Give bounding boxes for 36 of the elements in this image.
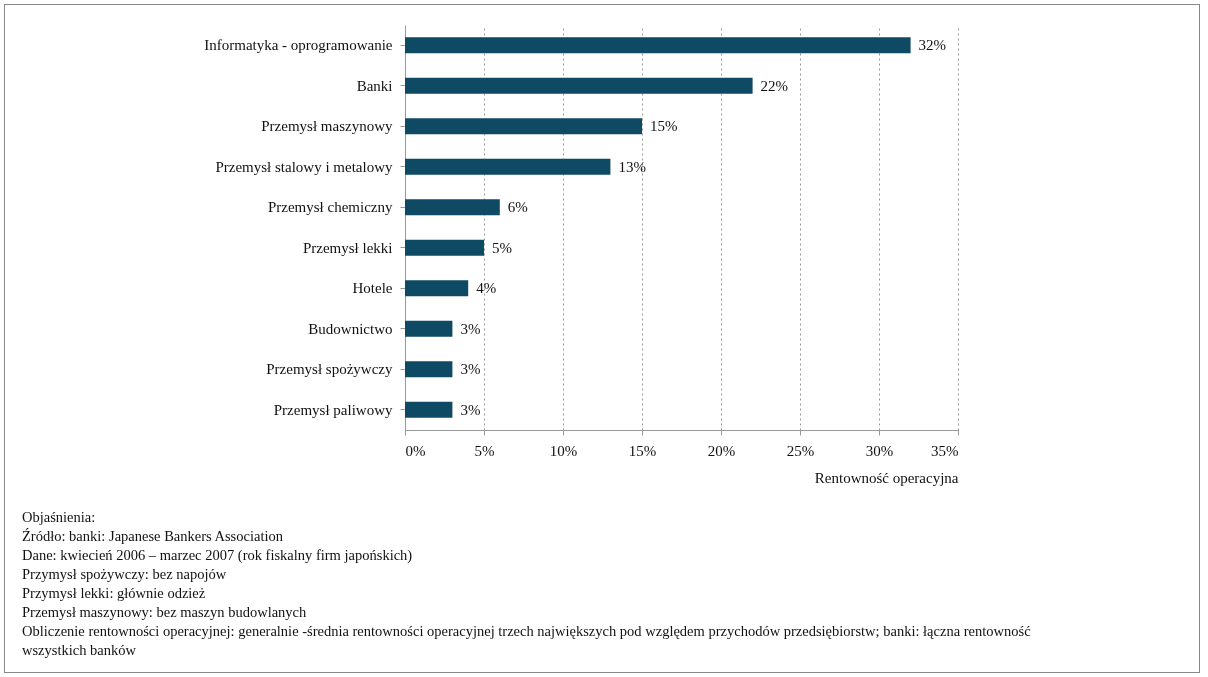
data-label: 3%: [460, 361, 481, 378]
data-label: 32%: [918, 37, 947, 54]
data-label: 3%: [460, 320, 481, 337]
x-tick-label: 15%: [628, 442, 657, 459]
y-tick-label: Budownictwo: [308, 320, 393, 337]
text: Dane: kwiecień 2006 – marzec 2007 (rok fiskalny firm japońskich): [22, 546, 414, 565]
text: Źródło: banki: Japanese Bankers Association: [22, 527, 284, 546]
y-tick-label: Banki: [356, 77, 393, 94]
text: Przymysł spożywczy: bez napojów: [22, 565, 228, 584]
y-tick-label: Przemysł paliwowy: [273, 401, 393, 418]
data-label: 22%: [760, 77, 789, 94]
data-label: 3%: [460, 401, 481, 418]
y-tick-label: Przemysł spożywczy: [266, 361, 393, 378]
data-label: 13%: [618, 158, 646, 175]
x-tick-label: 30%: [865, 442, 894, 459]
x-tick-label: 25%: [786, 442, 815, 459]
text: Objaśnienia:: [22, 508, 97, 527]
y-tick-label: Przemysł lekki: [302, 239, 393, 256]
x-axis-title: Rentowność operacyjna: [814, 469, 959, 486]
y-tick-label: Przemysł chemiczny: [267, 199, 393, 216]
data-label: 5%: [492, 239, 512, 256]
x-tick-label: 10%: [549, 442, 578, 459]
text: Obliczenie rentowności operacyjnej: generalnie -średnia rentowności operacyjnej trzech największych pod względem przychodów przedsiębiorstw; banki: łączna rentowność wszystkich banków: [22, 622, 1032, 660]
y-tick-label: Przemysł maszynowy: [261, 118, 393, 135]
x-tick-label: 5%: [474, 442, 495, 459]
text: Przymysł lekki: głównie odzież: [22, 584, 207, 603]
text: Przemysł maszynowy: bez maszyn budowlanych: [22, 603, 308, 622]
data-label: 15%: [650, 118, 678, 135]
x-tick-label: 35%: [931, 442, 959, 459]
x-tick-label: 0%: [405, 442, 426, 459]
data-label: 4%: [476, 280, 497, 297]
y-tick-label: Hotele: [352, 280, 393, 297]
x-tick-label: 20%: [707, 442, 736, 459]
y-tick-label: Informatyka - oprogramowanie: [204, 37, 393, 54]
data-label: 6%: [507, 199, 528, 216]
y-tick-label: Przemysł stalowy i metalowy: [215, 158, 393, 175]
